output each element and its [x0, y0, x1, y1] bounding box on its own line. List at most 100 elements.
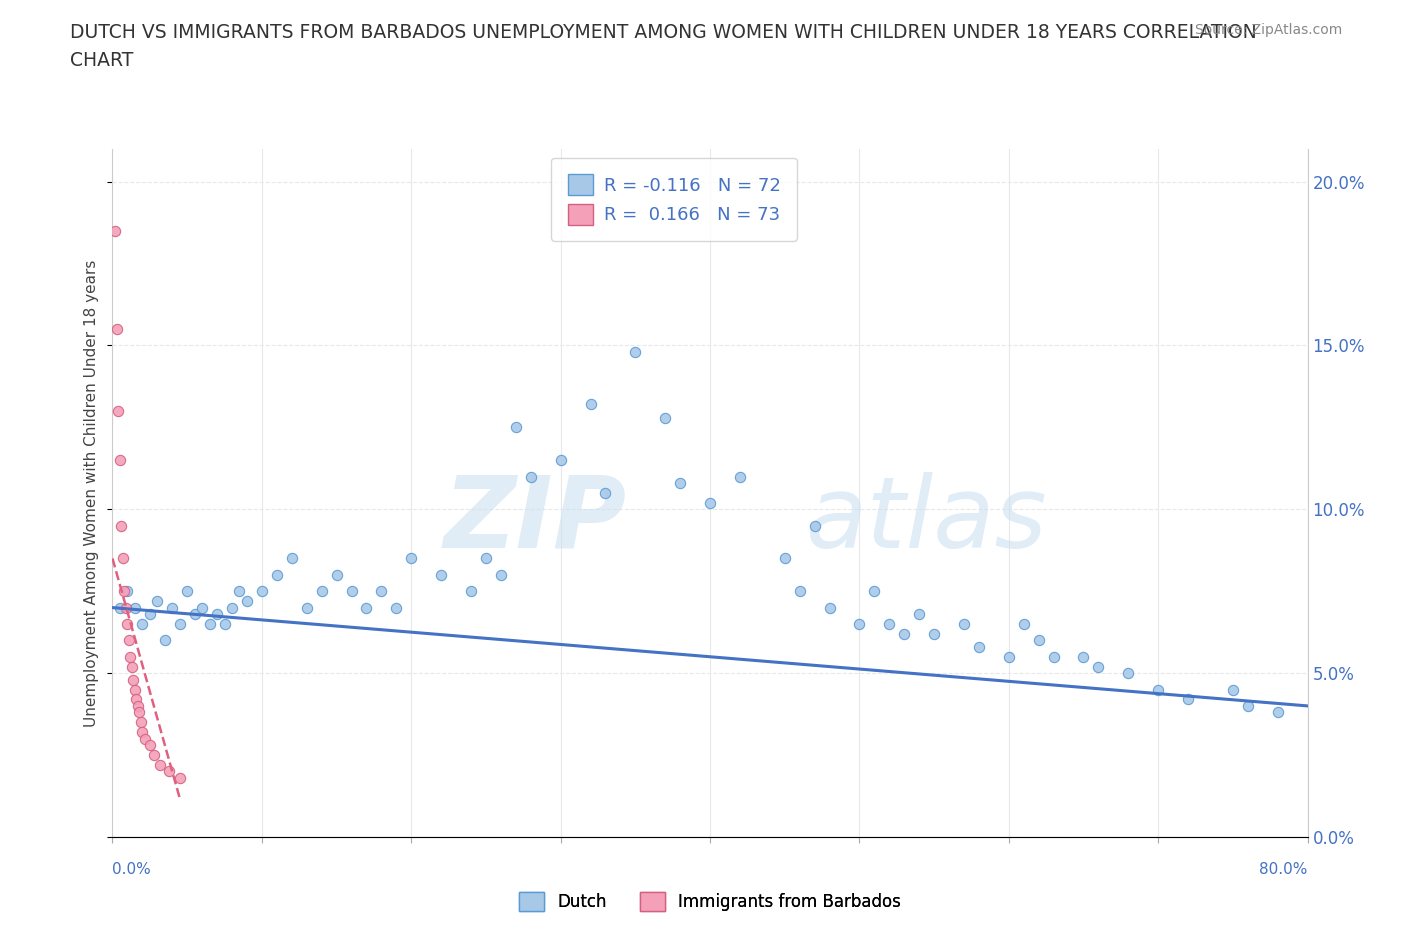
Legend: Dutch, Immigrants from Barbados: Dutch, Immigrants from Barbados	[512, 885, 908, 918]
Point	[108, 453, 131, 468]
Point	[183, 606, 205, 621]
Point	[863, 584, 886, 599]
Point	[340, 584, 363, 599]
Point	[162, 600, 183, 615]
Y-axis label: Unemployment Among Women with Children Under 18 years: Unemployment Among Women with Children U…	[84, 259, 100, 726]
Point	[131, 617, 153, 631]
Text: CHART: CHART	[70, 51, 134, 70]
Text: 80.0%: 80.0%	[1260, 862, 1308, 877]
Point	[311, 584, 333, 599]
Point	[893, 627, 915, 642]
Text: DUTCH VS IMMIGRANTS FROM BARBADOS UNEMPLOYMENT AMONG WOMEN WITH CHILDREN UNDER 1: DUTCH VS IMMIGRANTS FROM BARBADOS UNEMPL…	[70, 23, 1257, 42]
Point	[818, 600, 841, 615]
Point	[789, 584, 811, 599]
Point	[281, 551, 304, 565]
Text: atlas: atlas	[806, 472, 1047, 569]
Point	[250, 584, 273, 599]
Point	[104, 223, 127, 238]
Point	[1177, 692, 1199, 707]
Point	[1087, 659, 1109, 674]
Point	[595, 485, 617, 500]
Point	[191, 600, 214, 615]
Point	[236, 593, 259, 608]
Point	[624, 344, 647, 359]
Point	[153, 633, 176, 648]
Point	[110, 518, 132, 533]
Point	[134, 731, 156, 746]
Point	[139, 737, 162, 752]
Text: Source: ZipAtlas.com: Source: ZipAtlas.com	[1195, 23, 1343, 37]
Point	[127, 698, 149, 713]
Point	[124, 600, 146, 615]
Point	[489, 567, 512, 582]
Point	[401, 551, 423, 565]
Point	[117, 584, 139, 599]
Point	[108, 600, 131, 615]
Point	[221, 600, 243, 615]
Point	[699, 496, 721, 511]
Point	[1267, 705, 1289, 720]
Point	[385, 600, 408, 615]
Point	[922, 627, 945, 642]
Text: ZIP: ZIP	[443, 472, 626, 569]
Point	[550, 453, 572, 468]
Point	[118, 633, 141, 648]
Point	[107, 404, 129, 418]
Point	[669, 475, 692, 490]
Point	[105, 322, 128, 337]
Point	[1012, 617, 1035, 631]
Point	[1042, 649, 1064, 664]
Point	[877, 617, 900, 631]
Point	[998, 649, 1021, 664]
Point	[1116, 666, 1139, 681]
Point	[728, 469, 751, 484]
Point	[120, 649, 142, 664]
Point	[125, 692, 148, 707]
Point	[654, 410, 676, 425]
Point	[149, 757, 172, 772]
Point	[953, 617, 976, 631]
Point	[908, 606, 931, 621]
Point	[356, 600, 378, 615]
Text: 0.0%: 0.0%	[112, 862, 152, 877]
Point	[1073, 649, 1095, 664]
Point	[228, 584, 250, 599]
Point	[773, 551, 796, 565]
Point	[122, 672, 145, 687]
Point	[205, 606, 228, 621]
Point	[325, 567, 347, 582]
Point	[157, 764, 180, 779]
Point	[475, 551, 498, 565]
Point	[124, 682, 146, 697]
Point	[117, 617, 139, 631]
Point	[176, 584, 198, 599]
Point	[266, 567, 288, 582]
Point	[121, 659, 143, 674]
Point	[169, 771, 191, 786]
Point	[129, 715, 152, 730]
Point	[579, 397, 602, 412]
Point	[169, 617, 191, 631]
Point	[370, 584, 392, 599]
Point	[430, 567, 453, 582]
Point	[967, 640, 990, 655]
Point	[128, 705, 150, 720]
Point	[139, 606, 162, 621]
Point	[1222, 682, 1244, 697]
Point	[803, 518, 825, 533]
Point	[460, 584, 482, 599]
Point	[520, 469, 543, 484]
Point	[295, 600, 318, 615]
Point	[131, 724, 153, 739]
Point	[1028, 633, 1050, 648]
Point	[111, 551, 134, 565]
Point	[848, 617, 870, 631]
Point	[114, 584, 135, 599]
Point	[198, 617, 221, 631]
Point	[1237, 698, 1260, 713]
Point	[115, 600, 138, 615]
Point	[214, 617, 236, 631]
Point	[1147, 682, 1170, 697]
Point	[143, 748, 166, 763]
Point	[505, 420, 527, 435]
